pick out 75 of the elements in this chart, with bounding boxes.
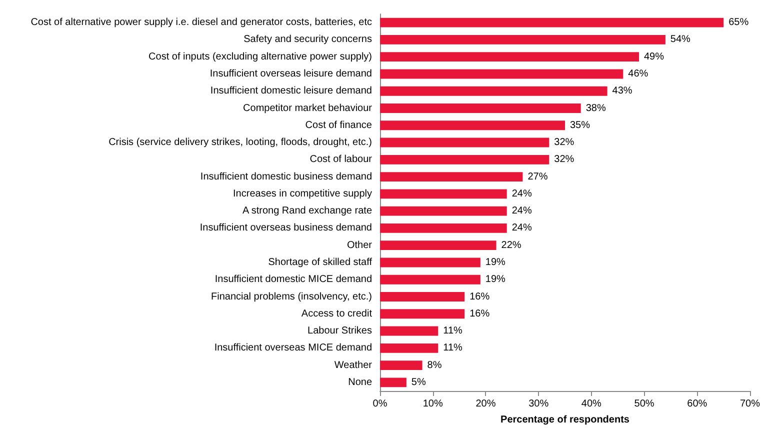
x-tick-label: 50% (634, 398, 654, 410)
data-label: 32% (554, 154, 574, 166)
y-tick-label: Insufficient domestic leisure demand (210, 86, 372, 97)
bar (380, 69, 624, 79)
data-label: 24% (512, 222, 532, 234)
bar (380, 189, 507, 199)
y-tick-label: Cost of labour (310, 154, 373, 166)
data-label: 19% (485, 274, 506, 286)
y-tick-label: Cost of inputs (excluding alternative power supply) (148, 51, 372, 62)
y-tick-label: Cost of alternative power supply i.e. diesel and generator costs, batteries, etc (30, 17, 372, 28)
y-tick-label: Competitor market behaviour (243, 102, 373, 114)
data-label: 43% (612, 86, 632, 97)
bar (380, 120, 565, 130)
bar (380, 86, 608, 96)
data-label: 11% (443, 342, 463, 354)
bar (380, 326, 438, 336)
y-tick-label: Other (346, 240, 373, 251)
bar (380, 274, 480, 284)
bar (380, 206, 507, 216)
data-label: 54% (670, 34, 691, 46)
y-tick-label: Financial problems (insolvency, etc.) (211, 291, 372, 302)
data-label: 27% (528, 171, 548, 182)
bar (380, 154, 550, 164)
y-tick-label: Labour Strikes (308, 326, 372, 337)
data-label: 38% (586, 102, 606, 114)
bar (380, 258, 480, 268)
x-axis-title: Percentage of respondents (500, 414, 630, 426)
bar (380, 309, 465, 319)
data-label: 24% (512, 206, 532, 217)
y-tick-label: Insufficient overseas business demand (200, 222, 372, 234)
y-tick-label: Cost of finance (305, 120, 372, 131)
bar (380, 378, 406, 388)
data-label: 5% (411, 376, 426, 388)
bar (380, 104, 581, 113)
y-tick-label: Insufficient domestic business demand (200, 171, 372, 182)
data-label: 65% (728, 17, 749, 28)
bar (380, 292, 465, 302)
y-tick-label: Shortage of skilled staff (268, 256, 372, 268)
data-label: 49% (644, 51, 664, 62)
data-label: 32% (554, 137, 574, 148)
x-tick-label: 70% (740, 398, 760, 410)
bar (380, 18, 724, 28)
data-label: 19% (485, 256, 506, 268)
data-label: 22% (501, 240, 522, 251)
bar (380, 223, 507, 233)
x-tick-label: 60% (687, 398, 708, 410)
y-tick-label: Safety and security concerns (244, 34, 372, 46)
y-tick-label: Crisis (service delivery strikes, looting, floods, drought, etc.) (108, 137, 372, 148)
data-label: 35% (570, 120, 590, 131)
y-tick-label: Insufficient overseas leisure demand (210, 68, 372, 80)
bar (380, 52, 639, 62)
bar (380, 172, 523, 182)
y-tick-label: A strong Rand exchange rate (242, 206, 372, 217)
y-tick-label: Weather (334, 360, 373, 371)
data-label: 11% (443, 326, 463, 337)
bar (380, 360, 422, 370)
data-label: 16% (470, 291, 490, 302)
data-label: 16% (470, 308, 490, 320)
y-tick-label: Access to credit (301, 308, 372, 320)
data-label: 46% (628, 68, 648, 80)
x-tick-label: 20% (476, 398, 496, 410)
x-tick-label: 40% (581, 398, 602, 410)
y-tick-label: Insufficient domestic MICE demand (214, 274, 372, 286)
data-label: 8% (427, 360, 442, 371)
x-tick-label: 0% (372, 398, 388, 410)
x-tick-label: 30% (528, 398, 549, 410)
x-tick-label: 10% (422, 398, 443, 410)
bar (380, 240, 496, 250)
data-label: 24% (512, 188, 532, 200)
y-tick-label: None (348, 376, 372, 388)
bar (380, 34, 666, 44)
y-tick-label: Insufficient overseas MICE demand (214, 342, 372, 354)
y-tick-label: Increases in competitive supply (233, 188, 372, 200)
bar (380, 138, 550, 148)
bar (380, 343, 438, 353)
